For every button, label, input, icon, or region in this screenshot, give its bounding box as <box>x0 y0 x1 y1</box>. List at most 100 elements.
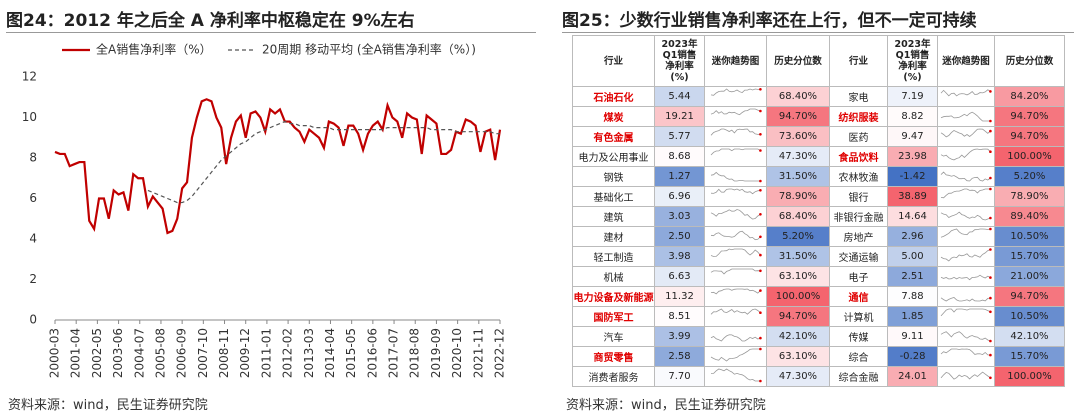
sparkline <box>710 88 762 96</box>
net-margin: 2.50 <box>654 226 705 247</box>
sparkline-dot <box>989 176 992 180</box>
net-margin: 19.21 <box>654 106 705 127</box>
trend <box>704 166 767 187</box>
header-cell: 2023年 Q1销售 净利率 (%) <box>654 35 705 87</box>
y-tick-label: 2 <box>29 272 37 286</box>
sparkline <box>940 128 992 138</box>
net-margin: 3.98 <box>654 246 705 267</box>
sparkline <box>710 368 762 383</box>
x-tick-label: 2008-11 <box>217 328 231 378</box>
sparkline-dot <box>989 90 992 93</box>
percentile: 68.40% <box>766 86 830 107</box>
sparkline-dot <box>989 150 992 153</box>
sparkline-path <box>940 371 991 380</box>
sparkline <box>940 111 992 123</box>
sparkline-path <box>710 248 761 257</box>
percentile: 47.30% <box>766 146 830 167</box>
trend <box>704 286 767 307</box>
industry: 石油石化 <box>572 86 655 107</box>
industry: 传媒 <box>829 326 888 347</box>
sparkline <box>940 89 992 97</box>
net-margin: 14.64 <box>887 206 938 227</box>
net-margin: 5.00 <box>887 246 938 267</box>
sparkline-dot <box>758 347 762 351</box>
x-tick-label: 2000-03 <box>48 328 62 378</box>
sparkline <box>710 188 762 195</box>
sparkline <box>940 348 992 357</box>
sparkline <box>710 230 762 241</box>
sparkline-path <box>710 188 760 195</box>
row: 建筑 3.03 68.40% 非银行金融 14.64 89.40% <box>572 206 1065 227</box>
title-rule <box>562 32 1074 33</box>
net-margin: 2.58 <box>654 346 705 367</box>
industry: 医药 <box>829 126 888 147</box>
net-margin: 3.03 <box>654 206 705 227</box>
industry: 计算机 <box>829 306 888 327</box>
sparkline-path <box>710 148 761 156</box>
industry: 综合 <box>829 346 888 367</box>
sparkline <box>710 171 762 183</box>
sparkline-path <box>710 334 761 342</box>
percentile: 73.60% <box>766 126 830 147</box>
trend <box>704 86 767 107</box>
sparkline-path <box>940 274 991 281</box>
sparkline-path <box>710 348 760 362</box>
left-title: 图24：2012 年之后全 A 净利率中枢稳定在 9%左右 <box>6 11 415 31</box>
industry: 煤炭 <box>572 106 655 127</box>
sparkline-dot <box>758 189 762 192</box>
sparkline <box>940 248 992 262</box>
percentile: 47.30% <box>766 366 830 387</box>
x-tick-label: 2003-06 <box>111 328 125 378</box>
sparkline-path <box>710 368 760 382</box>
trend <box>937 326 995 347</box>
sparkline-path <box>710 108 761 116</box>
sparkline-path <box>940 128 991 138</box>
sparkline <box>940 274 992 281</box>
net-margin: -0.28 <box>887 346 938 367</box>
row: 汽车 3.99 42.10% 传媒 9.11 42.10% <box>572 326 1065 347</box>
trend <box>704 366 767 387</box>
industry: 国防军工 <box>572 306 655 327</box>
net-margin: 6.63 <box>654 266 705 287</box>
industry: 通信 <box>829 286 888 307</box>
table: 行业 2023年 Q1销售 净利率 (%) 迷你趋势图 历史分位数 行业 2023年 Q1… <box>572 35 1065 387</box>
sparkline-dot <box>989 216 992 220</box>
net-margin: 7.70 <box>654 366 705 387</box>
industry: 非银行金融 <box>829 206 888 227</box>
trend <box>704 206 767 227</box>
net-margin: 5.44 <box>654 86 705 107</box>
industry: 消费者服务 <box>572 366 655 387</box>
net-margin: 8.82 <box>887 106 938 127</box>
y-tick-label: 12 <box>22 70 37 84</box>
percentile: 100.00% <box>994 366 1065 387</box>
percentile: 21.00% <box>994 266 1065 287</box>
percentile: 78.90% <box>994 186 1065 207</box>
sparkline-dot <box>989 296 992 300</box>
sparkline-dot <box>989 353 992 357</box>
sparkline-path <box>710 288 761 295</box>
net-margin: 38.89 <box>887 186 938 207</box>
percentile: 94.70% <box>766 106 830 127</box>
row: 电力设备及新能源 11.32 100.00% 通信 7.88 94.70% <box>572 286 1065 307</box>
row: 钢铁 1.27 31.50% 农林牧渔 -1.42 5.20% <box>572 166 1065 187</box>
industry: 电力设备及新能源 <box>572 286 655 307</box>
industry: 汽车 <box>572 326 655 347</box>
trend <box>937 286 995 307</box>
trend <box>704 326 767 347</box>
sparkline-dot <box>989 119 992 123</box>
sparkline-dot <box>989 339 992 343</box>
sparkline <box>710 248 762 257</box>
sparkline-dot <box>989 187 992 191</box>
industry: 农林牧渔 <box>829 166 888 187</box>
net-margin: 5.77 <box>654 126 705 147</box>
sparkline-path <box>940 89 991 97</box>
sparkline <box>710 334 762 342</box>
industry: 机械 <box>572 266 655 287</box>
trend <box>937 366 995 387</box>
x-tick-label: 2022-12 <box>493 328 507 378</box>
sparkline <box>710 288 762 295</box>
sparkline <box>710 209 762 220</box>
trend <box>704 266 767 287</box>
sparkline <box>710 347 762 362</box>
